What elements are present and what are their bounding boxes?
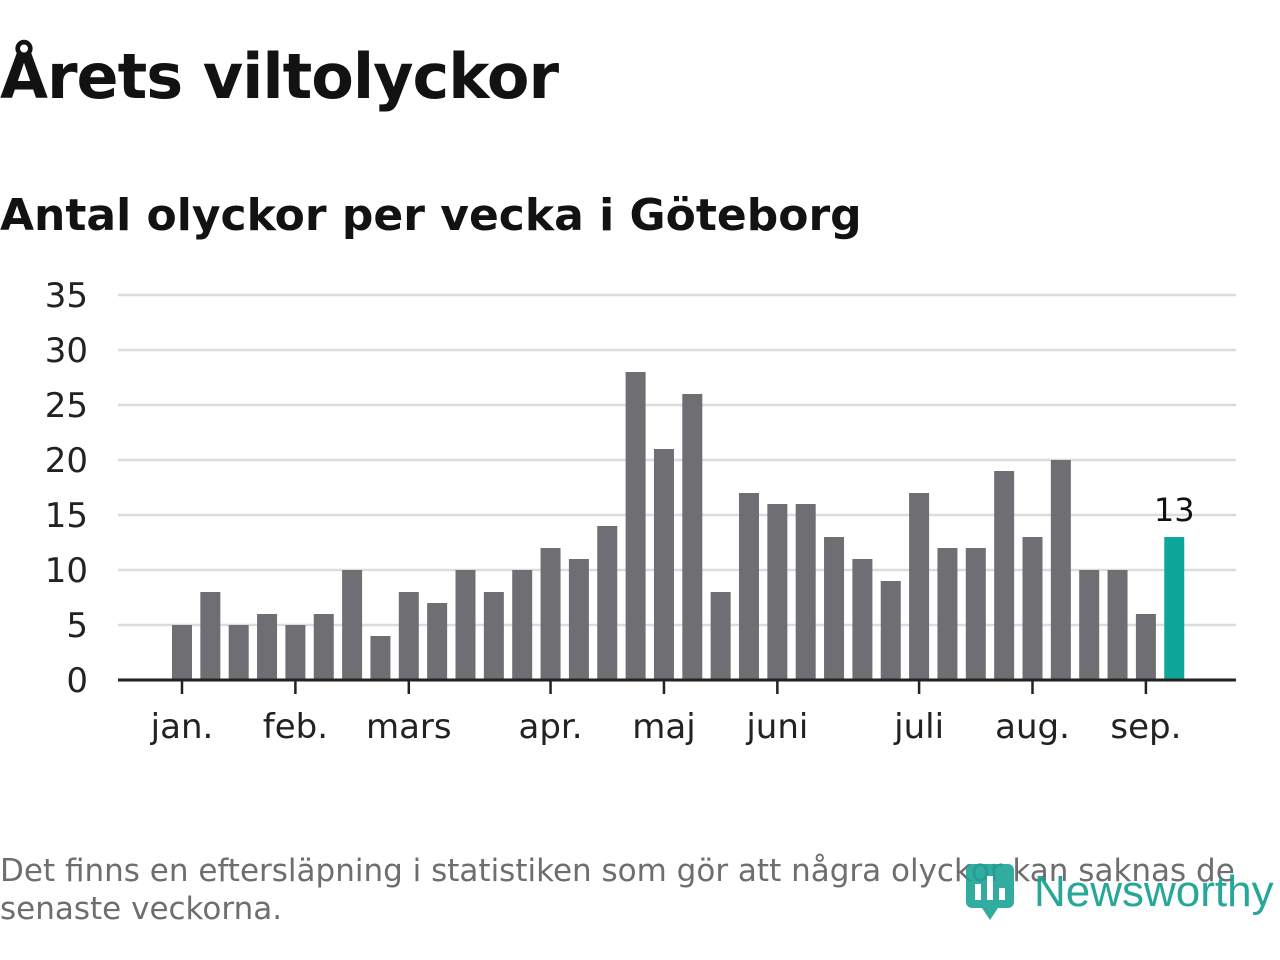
bar <box>483 592 504 680</box>
x-tick-label: jan. <box>150 707 214 747</box>
chart-title: Årets viltolyckor <box>0 40 559 113</box>
bar <box>937 548 958 680</box>
gridlines <box>118 293 1236 627</box>
bar <box>342 570 363 680</box>
chart-subtitle: Antal olyckor per vecka i Göteborg <box>0 190 862 241</box>
bar <box>1107 570 1128 680</box>
bar <box>965 548 986 680</box>
bar <box>1050 460 1071 680</box>
bar <box>710 592 731 680</box>
logo-text: Newsworthy <box>1034 867 1274 916</box>
y-tick-label: 5 <box>66 606 88 646</box>
bar <box>370 636 391 680</box>
x-axis-ticks: jan. feb. mars apr. maj juni juli aug. sep. <box>150 680 1181 747</box>
y-tick-label: 20 <box>45 441 88 481</box>
bar <box>172 625 192 680</box>
y-tick-label: 0 <box>66 661 88 701</box>
bar <box>625 372 646 680</box>
bar <box>427 603 448 680</box>
newsworthy-logo-icon <box>966 864 1014 920</box>
bar <box>540 548 561 680</box>
y-tick-label: 30 <box>45 331 88 371</box>
y-tick-label: 25 <box>45 386 88 426</box>
footnote: Det finns en eftersläpning i statistiken… <box>0 853 1235 927</box>
x-tick-label: aug. <box>995 707 1070 747</box>
bar <box>512 570 533 680</box>
bar <box>852 559 873 680</box>
newsworthy-logo: Newsworthy <box>964 860 1274 924</box>
x-tick-label: mars <box>366 707 452 747</box>
x-tick-label: feb. <box>263 707 328 747</box>
bar <box>824 537 845 680</box>
y-axis-ticks: 0 5 10 15 20 25 30 35 <box>45 276 88 701</box>
x-tick-label: sep. <box>1110 707 1181 747</box>
bar <box>455 570 476 680</box>
bar <box>739 493 759 680</box>
bar <box>228 625 249 680</box>
bar <box>795 504 816 680</box>
bar <box>1022 537 1043 680</box>
x-tick-label: apr. <box>519 707 583 747</box>
bar <box>597 526 618 680</box>
bar <box>767 504 788 680</box>
x-tick-label: maj <box>632 707 695 747</box>
y-tick-label: 35 <box>45 276 88 316</box>
y-tick-label: 10 <box>45 551 88 591</box>
bar-highlight <box>1164 537 1185 680</box>
bars <box>172 372 1185 680</box>
bar <box>200 592 221 680</box>
bar <box>285 625 306 680</box>
bar <box>994 471 1015 680</box>
bar <box>1079 570 1100 680</box>
bar <box>1135 614 1156 680</box>
highlight-value-label: 13 <box>1154 491 1195 529</box>
bar <box>880 581 901 680</box>
bar <box>398 592 419 680</box>
bar <box>568 559 589 680</box>
bar-chart: 0 5 10 15 20 25 30 35 jan. feb. mars apr. maj juni ju… <box>45 276 1236 747</box>
bar <box>653 449 674 680</box>
bar <box>909 493 930 680</box>
bar <box>257 614 278 680</box>
x-tick-label: juni <box>745 707 808 747</box>
y-tick-label: 15 <box>45 496 88 536</box>
bar <box>313 614 334 680</box>
bar <box>682 394 703 680</box>
x-tick-label: juli <box>893 707 944 747</box>
